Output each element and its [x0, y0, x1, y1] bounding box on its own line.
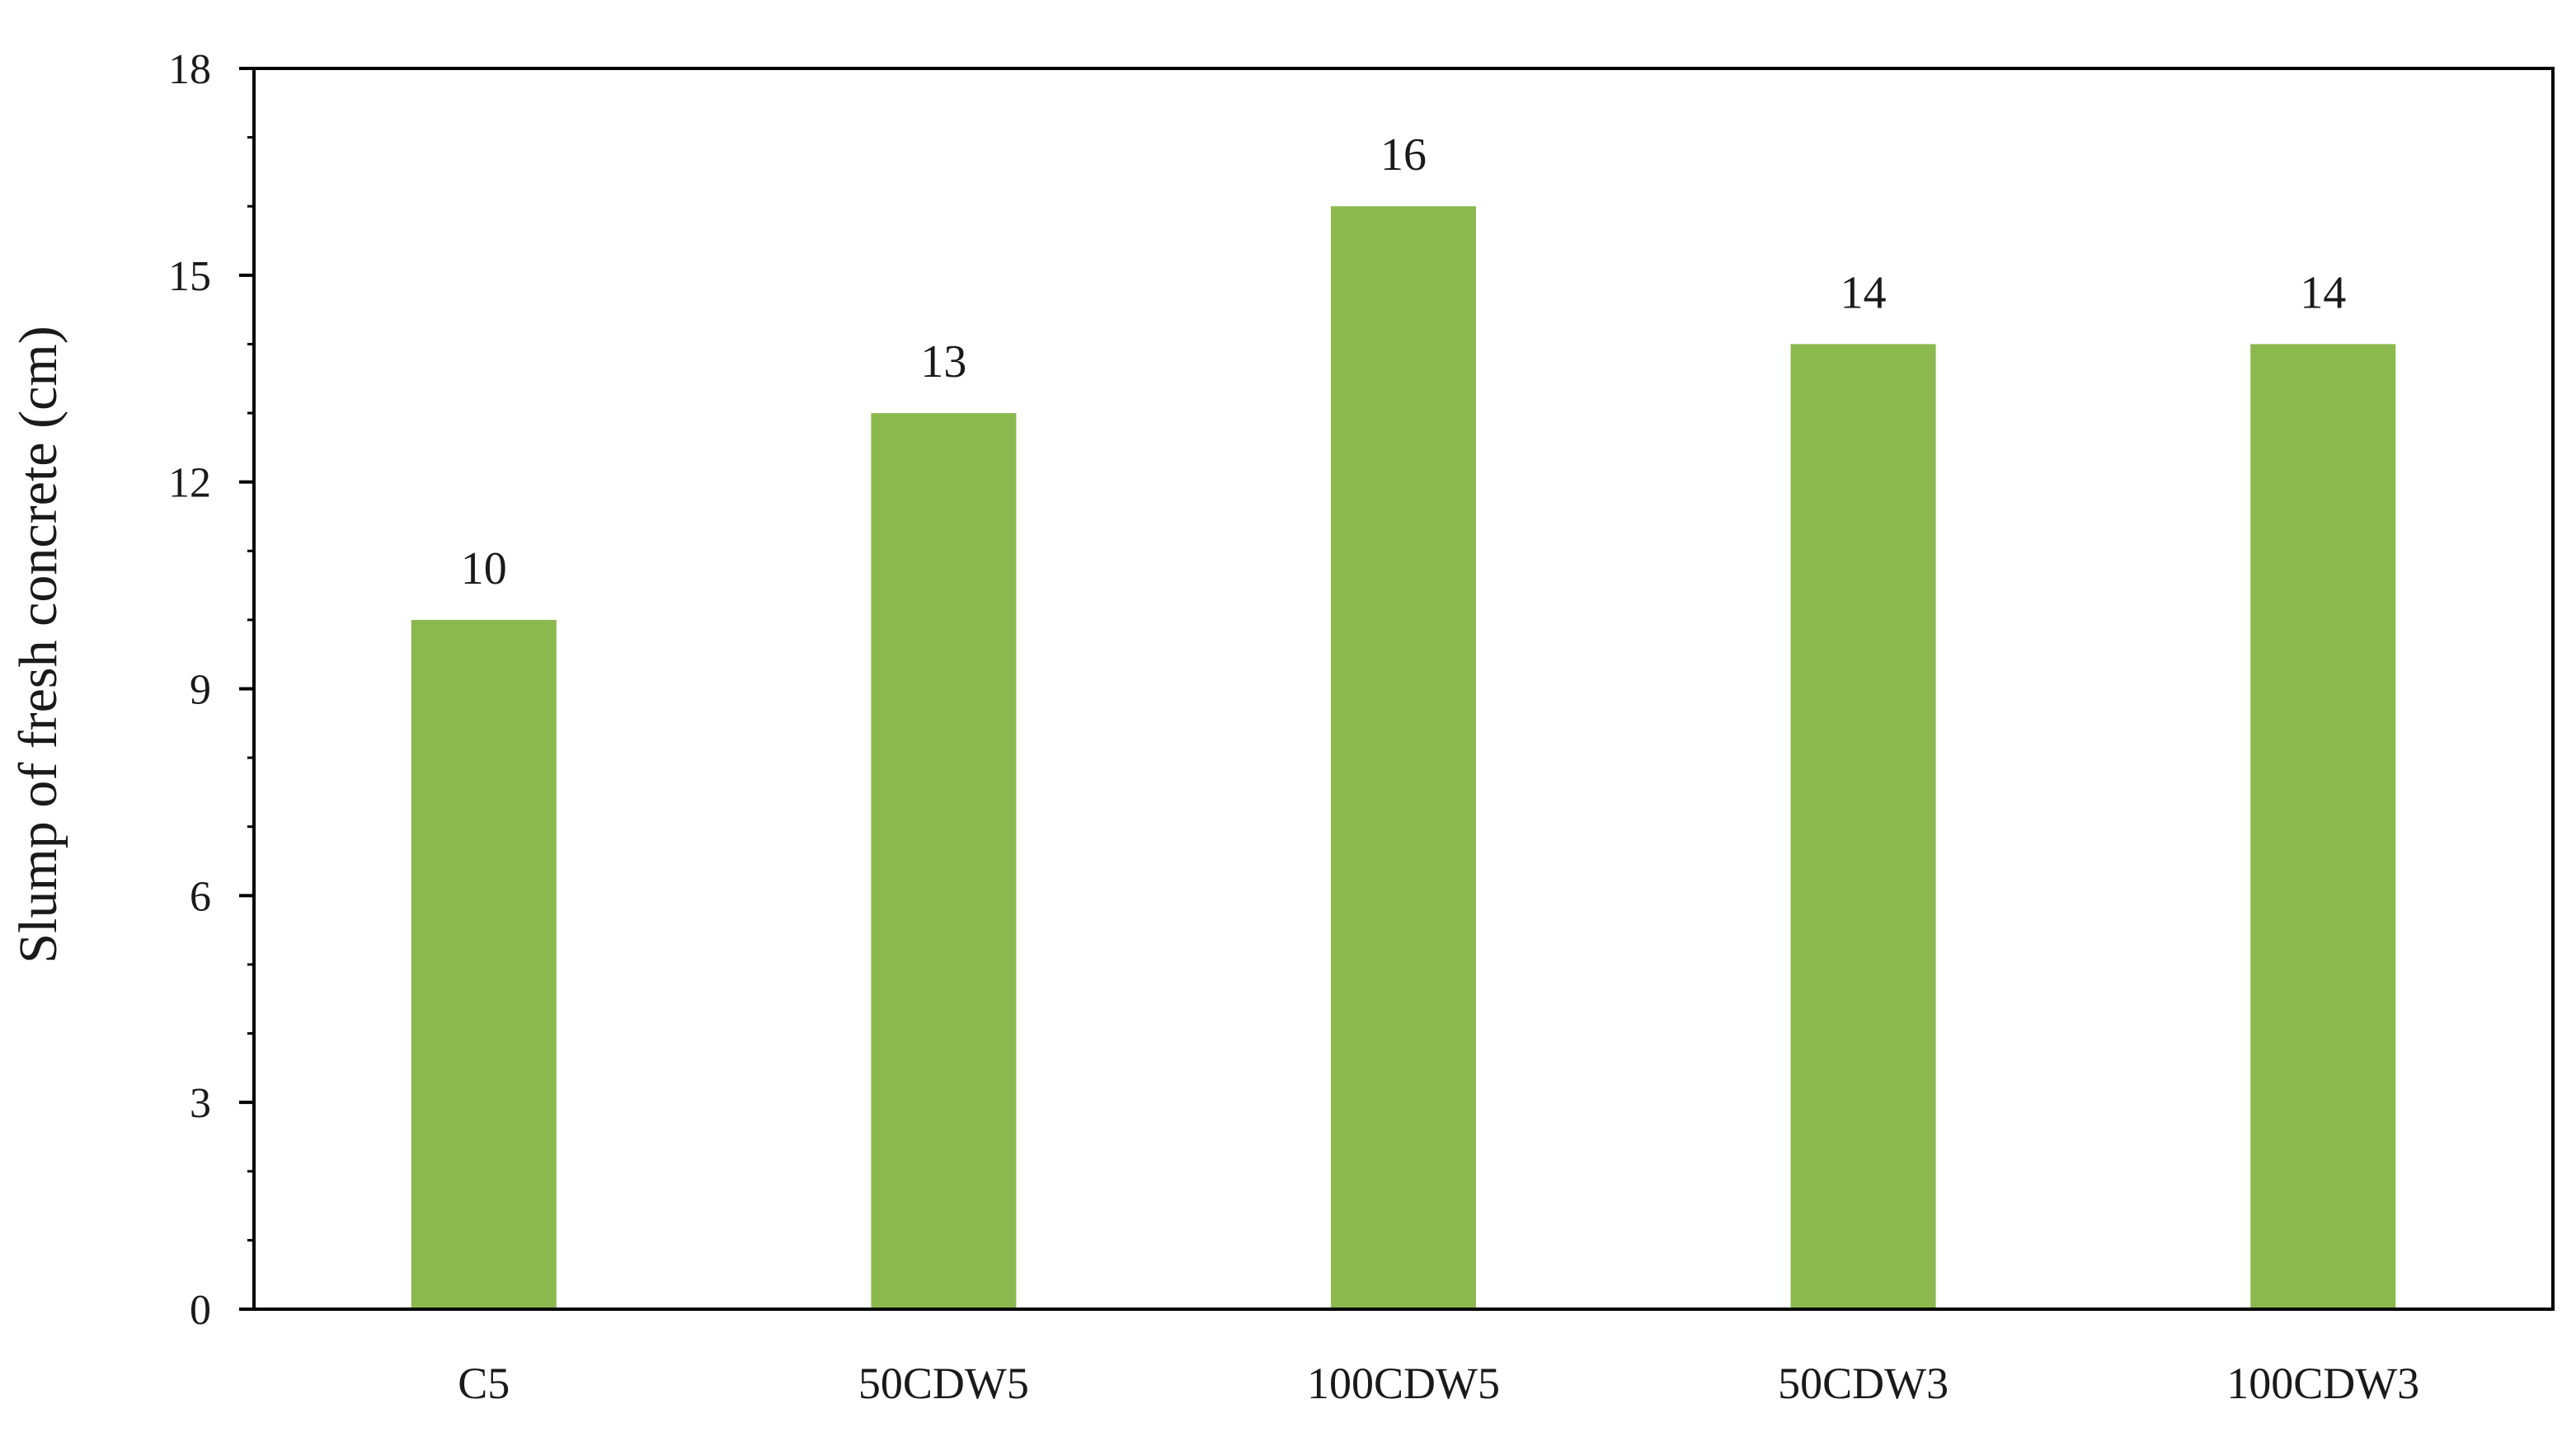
x-tick-label-1: C5	[458, 1359, 510, 1408]
y-axis-title: Slump of fresh concrete (cm)	[8, 326, 68, 963]
labels-layer: 10 C5 13 50CDW5 16 100CDW5 14 50CDW3 14 100CDW3 0 3…	[168, 46, 2419, 1408]
y-tick-label-15: 15	[168, 253, 211, 300]
x-tick-label-5: 100CDW3	[2226, 1359, 2419, 1408]
bar-2	[871, 413, 1017, 1310]
bar-5	[2250, 344, 2396, 1309]
bar-1	[411, 619, 557, 1309]
y-tick-label-3: 3	[190, 1080, 211, 1127]
bar-3	[1331, 206, 1476, 1310]
y-tick-label-0: 0	[190, 1287, 211, 1334]
data-label-1: 10	[461, 543, 507, 594]
data-label-2: 13	[920, 336, 966, 387]
data-label-3: 16	[1380, 129, 1427, 181]
bar-4	[1790, 344, 1936, 1309]
y-tick-label-9: 9	[190, 667, 211, 714]
axes-layer	[239, 67, 2555, 1311]
x-tick-label-3: 100CDW5	[1307, 1359, 1500, 1408]
data-label-5: 14	[2300, 267, 2346, 318]
y-tick-label-12: 12	[168, 460, 211, 507]
y-tick-label-18: 18	[168, 46, 211, 93]
x-tick-label-2: 50CDW5	[858, 1359, 1029, 1408]
bars-layer	[411, 206, 2396, 1310]
data-label-4: 14	[1840, 267, 1887, 318]
x-tick-label-4: 50CDW3	[1778, 1359, 1948, 1408]
y-tick-label-6: 6	[190, 873, 211, 920]
